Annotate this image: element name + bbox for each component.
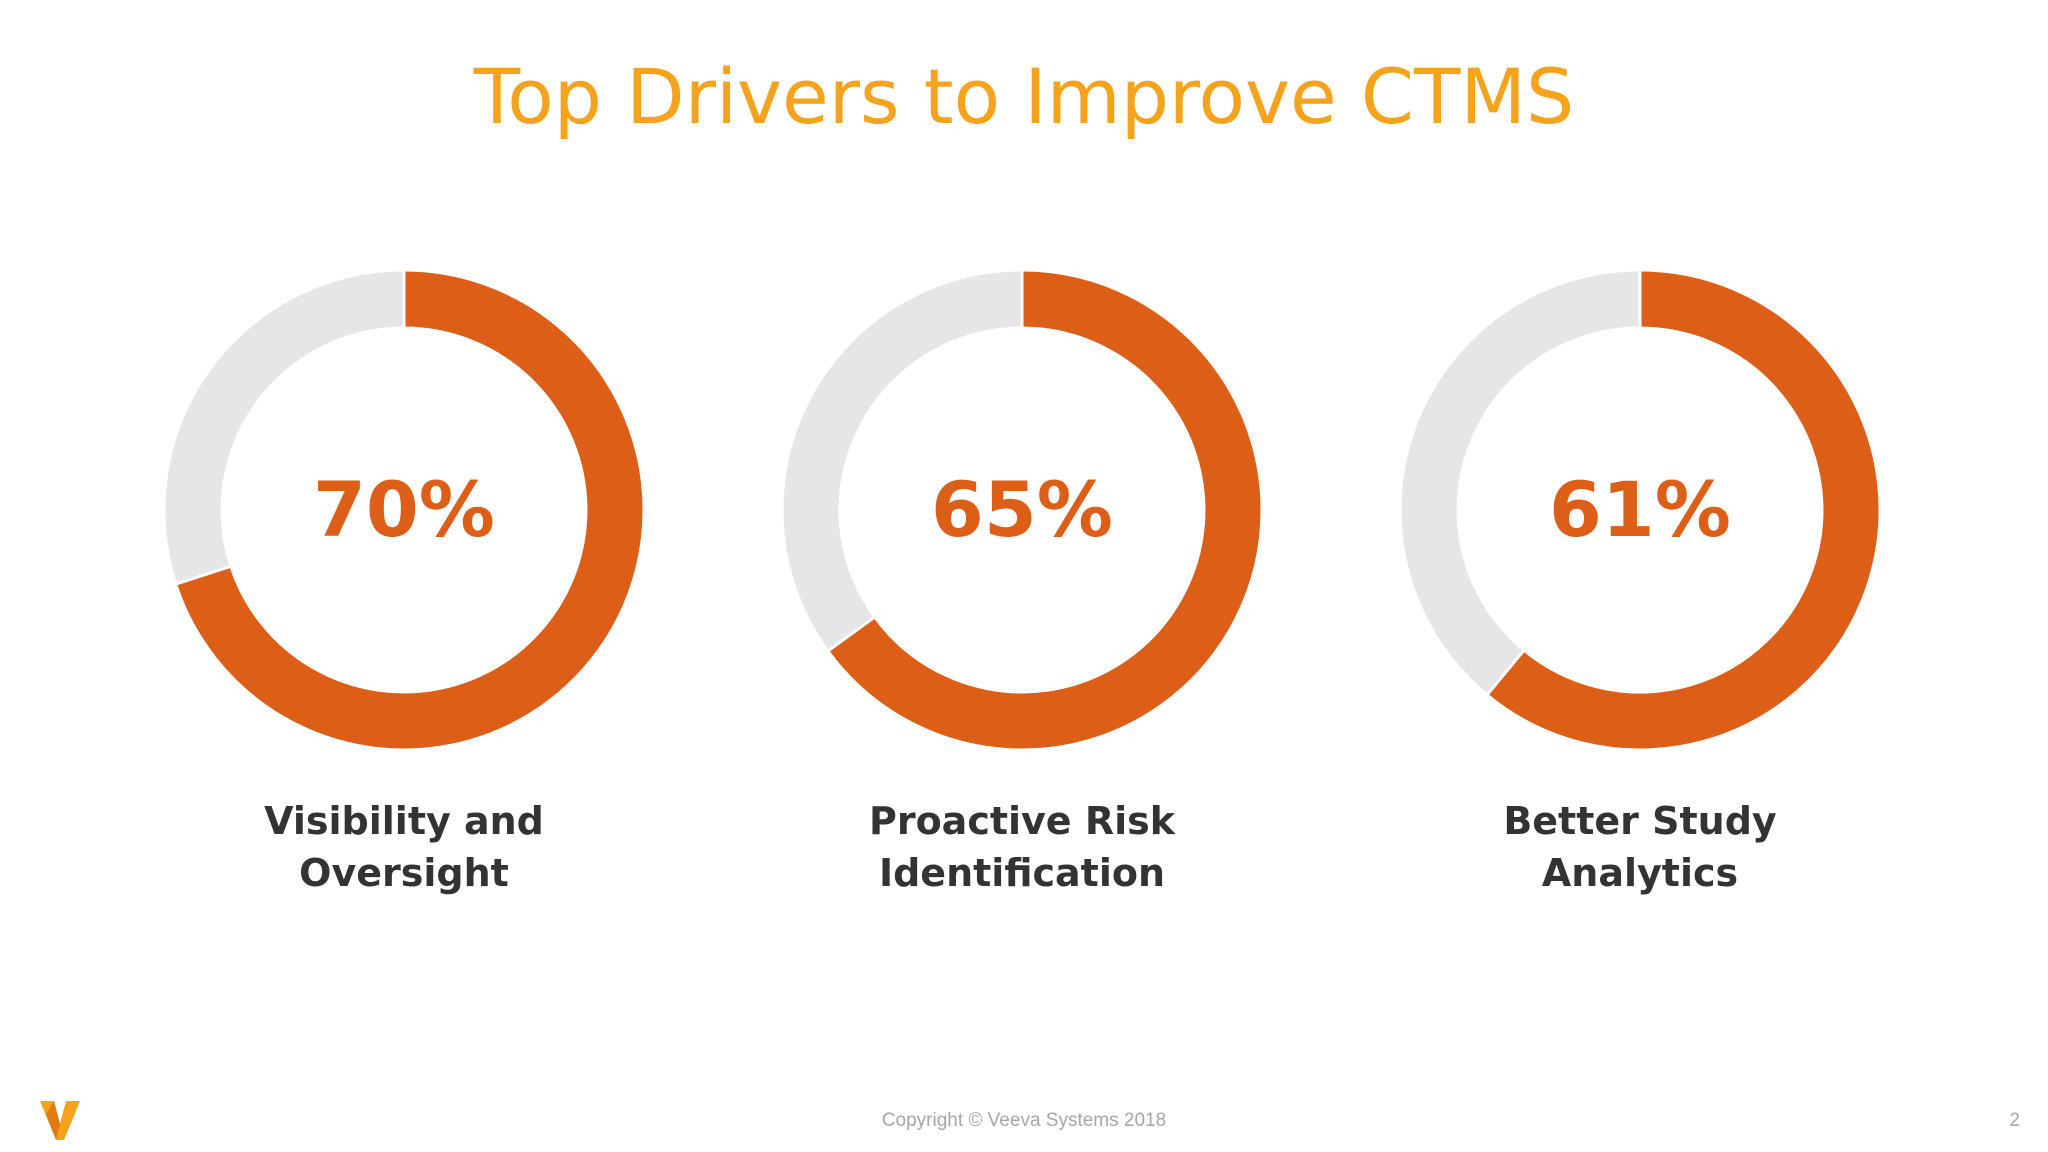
category-label-line: Better Study <box>1503 799 1777 843</box>
donut-svg <box>783 270 1261 749</box>
donut-svg <box>165 270 643 749</box>
donut-value-label: 65% <box>931 465 1113 554</box>
category-label-line: Oversight <box>299 851 509 895</box>
veeva-v-logo <box>40 1101 80 1140</box>
slide-title: Top Drivers to Improve CTMS <box>473 52 1575 141</box>
donut-value-label: 70% <box>313 465 495 554</box>
category-label-analytics: Better Study Analytics <box>1400 795 1880 899</box>
donut-svg <box>1401 270 1879 749</box>
category-label-line: Identification <box>878 851 1166 895</box>
donut-value-arc <box>177 271 643 749</box>
page-number: 2 <box>2009 1110 2020 1131</box>
category-label-line: Visibility and <box>264 799 544 843</box>
donut-value-arc <box>829 271 1261 749</box>
category-label-visibility: Visibility and Oversight <box>164 795 644 899</box>
donut-chart-visibility: 70% <box>164 270 644 750</box>
footer-copyright: Copyright © Veeva Systems 2018 <box>881 1110 1167 1131</box>
category-label-line: Analytics <box>1541 851 1739 895</box>
donut-slice-separator <box>1486 649 1525 696</box>
category-label-line: Proactive Risk <box>868 799 1175 843</box>
donut-chart-analytics: 61% <box>1400 270 1880 750</box>
donut-slice-separator <box>175 564 231 586</box>
donut-value-arc <box>1488 271 1879 749</box>
donut-slice-separator <box>827 616 876 652</box>
donut-value-label: 61% <box>1549 465 1731 554</box>
donut-chart-risk: 65% <box>782 270 1262 750</box>
category-label-risk: Proactive Risk Identification <box>782 795 1262 899</box>
